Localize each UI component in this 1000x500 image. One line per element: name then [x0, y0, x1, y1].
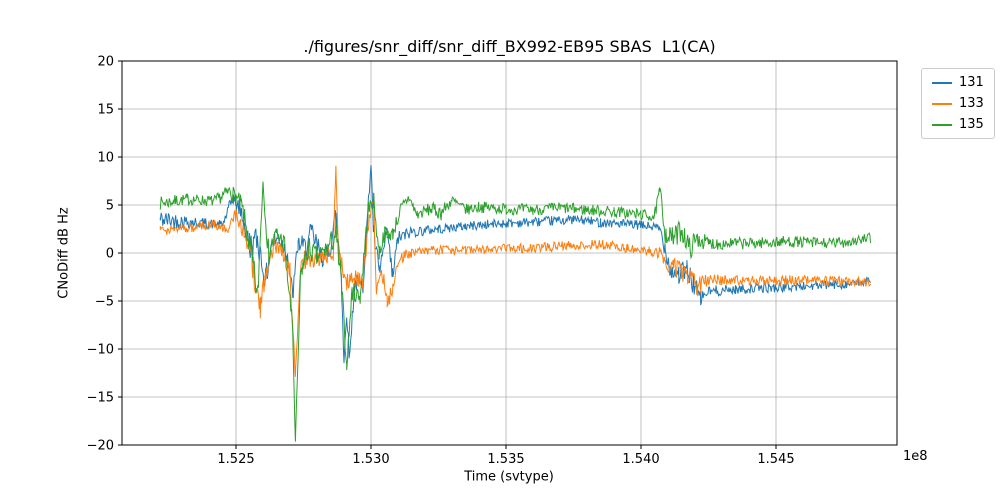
x-axis-label: Time (svtype)	[464, 469, 554, 485]
legend-label: 133	[959, 96, 984, 111]
x-tick-label: 1.540	[622, 452, 659, 467]
legend-line-swatch	[932, 123, 952, 126]
series-line-133	[159, 165, 871, 377]
legend-label: 135	[959, 117, 984, 132]
x-axis-offset-label: 1e8	[903, 449, 928, 464]
y-tick-label: 10	[97, 151, 114, 166]
legend-item: 133	[932, 96, 984, 111]
y-tick-label: −20	[87, 439, 114, 454]
x-tick-label: 1.545	[757, 452, 794, 467]
legend-line-swatch	[932, 81, 952, 84]
chart-title: ./figures/snr_diff/snr_diff_BX992-EB95 S…	[303, 37, 716, 56]
y-tick-label: 0	[106, 247, 114, 262]
series-line-131	[159, 164, 871, 364]
y-tick-label: 20	[97, 55, 114, 70]
legend-line-swatch	[932, 102, 952, 105]
legend-label: 131	[959, 75, 984, 90]
x-tick-label: 1.530	[352, 452, 389, 467]
y-tick-label: 5	[106, 199, 114, 214]
legend-item: 131	[932, 75, 984, 90]
series-line-135	[159, 181, 871, 442]
x-tick-label: 1.535	[487, 452, 524, 467]
y-axis-label: CNoDiff dB Hz	[56, 207, 72, 299]
y-tick-label: −10	[87, 343, 114, 358]
y-tick-label: −15	[87, 391, 114, 406]
legend-item: 135	[932, 117, 984, 132]
y-tick-label: 15	[97, 103, 114, 118]
y-tick-label: −5	[95, 295, 114, 310]
x-tick-label: 1.525	[217, 452, 254, 467]
legend: 131 133 135	[921, 68, 995, 139]
